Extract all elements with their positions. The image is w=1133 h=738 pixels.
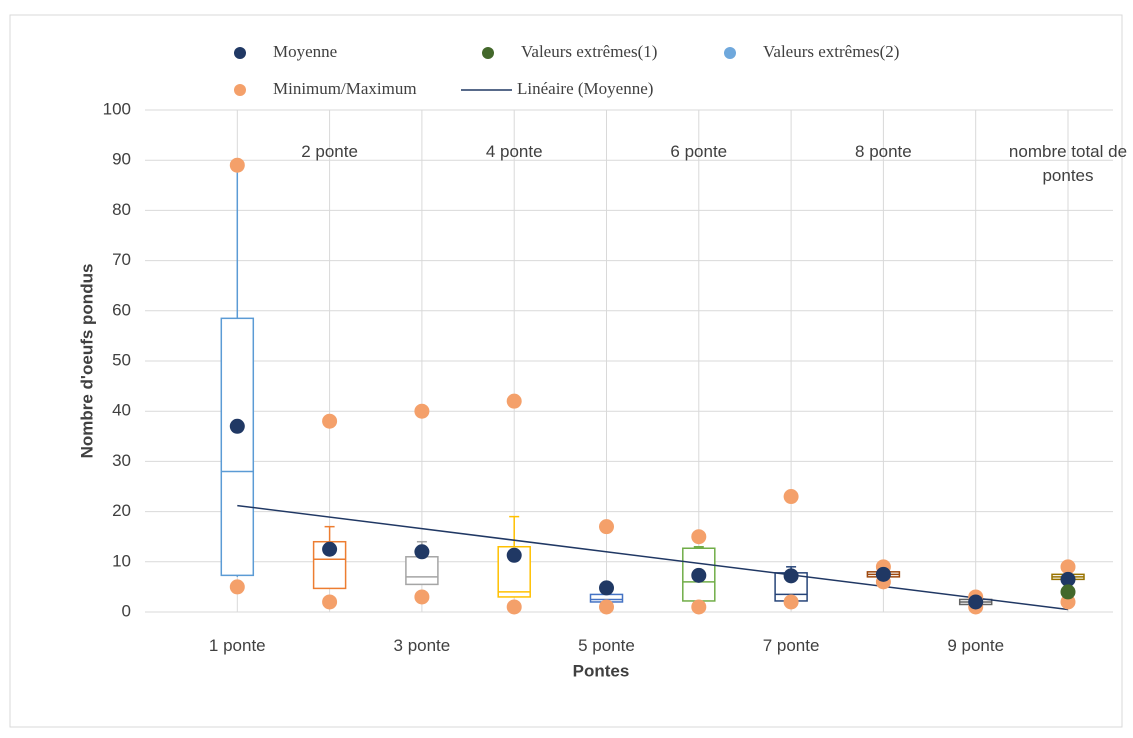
legend-label: Minimum/Maximum xyxy=(273,79,417,98)
legend-label: Valeurs extrêmes(2) xyxy=(763,42,899,61)
box xyxy=(405,556,439,586)
point xyxy=(414,589,430,605)
point xyxy=(875,566,891,582)
point xyxy=(229,418,245,434)
point xyxy=(322,541,338,557)
point xyxy=(506,599,522,615)
y-tick-label: 40 xyxy=(112,401,131,420)
box xyxy=(220,317,255,577)
legend-marker xyxy=(234,84,246,96)
point xyxy=(691,567,707,583)
point xyxy=(968,594,984,610)
point xyxy=(322,413,338,429)
point xyxy=(414,544,430,560)
point xyxy=(229,157,245,173)
point xyxy=(1060,571,1076,587)
y-tick-label: 30 xyxy=(112,451,131,470)
x-tick-label: 6 ponte xyxy=(670,142,728,161)
y-tick-label: 10 xyxy=(112,551,131,570)
legend-marker xyxy=(724,47,736,59)
point xyxy=(599,599,614,615)
point xyxy=(1060,559,1076,575)
x-tick-label: 9 ponte xyxy=(947,636,1005,655)
point xyxy=(599,580,614,596)
y-axis-title: Nombre d'oeufs pondus xyxy=(77,264,96,459)
point xyxy=(599,519,614,535)
point xyxy=(783,489,799,505)
legend-label: Valeurs extrêmes(1) xyxy=(521,42,657,61)
x-tick-label: 5 ponte xyxy=(578,636,635,655)
y-tick-label: 60 xyxy=(112,300,131,319)
point xyxy=(506,547,522,563)
y-tick-label: 80 xyxy=(112,200,131,219)
chart-frame xyxy=(9,14,1123,728)
x-tick-label: 2 ponte xyxy=(301,142,358,161)
legend-label: Linéaire (Moyenne) xyxy=(517,79,653,98)
point xyxy=(229,579,245,595)
y-tick-label: 70 xyxy=(112,250,131,269)
x-tick-label: 3 ponte xyxy=(393,636,451,655)
trend-line xyxy=(237,504,1069,611)
point xyxy=(506,393,522,409)
y-tick-label: 0 xyxy=(122,601,131,620)
legend-marker xyxy=(234,47,246,59)
point xyxy=(691,529,707,545)
y-tick-label: 90 xyxy=(112,150,131,169)
x-tick-label: 8 ponte xyxy=(855,142,912,161)
y-tick-label: 100 xyxy=(103,99,131,118)
point xyxy=(414,403,430,419)
x-axis-title: Pontes xyxy=(573,661,630,680)
x-tick-label: 1 ponte xyxy=(208,636,266,655)
point xyxy=(691,599,707,615)
legend-marker xyxy=(482,47,494,59)
y-tick-label: 20 xyxy=(112,501,131,520)
x-tick-label: 4 ponte xyxy=(485,142,543,161)
x-tick-label: 7 ponte xyxy=(762,636,820,655)
point xyxy=(783,594,799,610)
legend-label: Moyenne xyxy=(273,42,337,61)
x-tick-label: nombre total de pontes xyxy=(1008,142,1128,185)
point xyxy=(1060,584,1076,600)
y-tick-label: 50 xyxy=(112,350,131,369)
point xyxy=(783,568,799,584)
point xyxy=(322,594,338,610)
